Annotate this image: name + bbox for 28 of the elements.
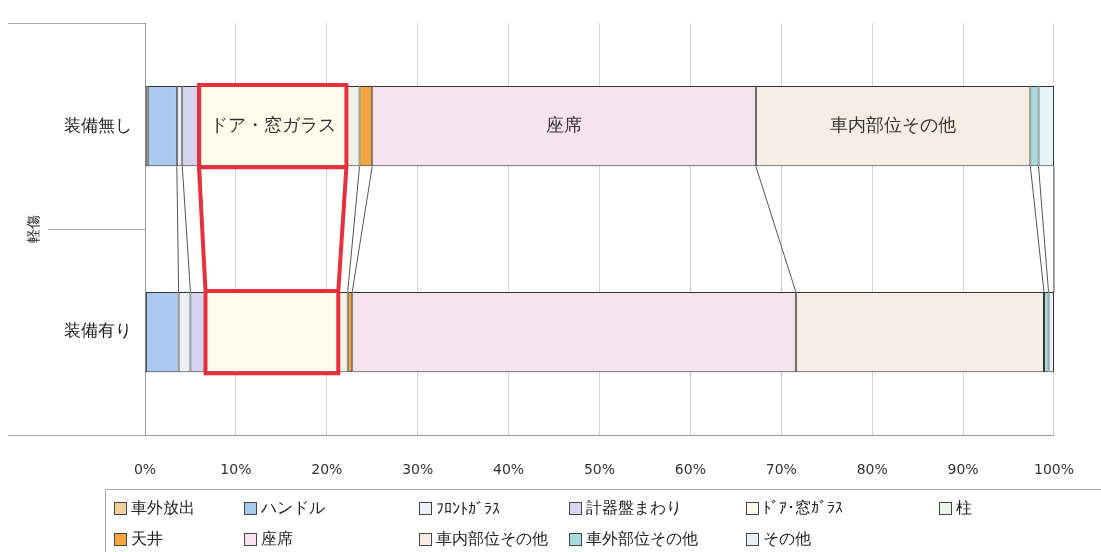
- legend-label: 天井: [131, 529, 163, 550]
- x-tick-label: 40%: [493, 461, 525, 478]
- legend-label: 計器盤まわり: [586, 498, 682, 519]
- legend-label: 車内部位その他: [436, 529, 548, 550]
- legend-label: ﾌﾛﾝﾄｶﾞﾗｽ: [436, 499, 500, 518]
- legend-label: ハンドル: [261, 498, 325, 519]
- annotation: ドア・窓ガラス: [210, 113, 337, 135]
- legend-label: 車外部位その他: [586, 529, 698, 550]
- annotation: 座席: [546, 113, 583, 135]
- legend-label: 車外放出: [131, 498, 195, 519]
- y-tick-label: 装備無し: [64, 114, 132, 135]
- x-tick-label: 50%: [583, 461, 616, 478]
- legend-label: 柱: [956, 498, 972, 519]
- y-tick-label: 装備有り: [64, 320, 132, 341]
- x-tick-label: 60%: [674, 461, 706, 478]
- y-axis-title: 軽傷: [25, 215, 42, 244]
- x-tick-label: 10%: [220, 461, 252, 478]
- x-tick-label: 80%: [856, 461, 888, 478]
- annotation: 車内部位その他: [830, 113, 957, 135]
- x-tick-label: 20%: [311, 461, 343, 478]
- legend-label: 座席: [261, 529, 293, 550]
- x-tick-label: 90%: [947, 461, 979, 478]
- legend-label: ﾄﾞｱ･窓ｶﾞﾗｽ: [763, 498, 843, 519]
- x-tick-label: 100%: [1033, 461, 1074, 478]
- x-tick-label: 30%: [402, 461, 434, 478]
- x-tick-label: 0%: [133, 461, 157, 478]
- x-tick-label: 70%: [765, 461, 797, 478]
- legend-label: その他: [763, 529, 811, 550]
